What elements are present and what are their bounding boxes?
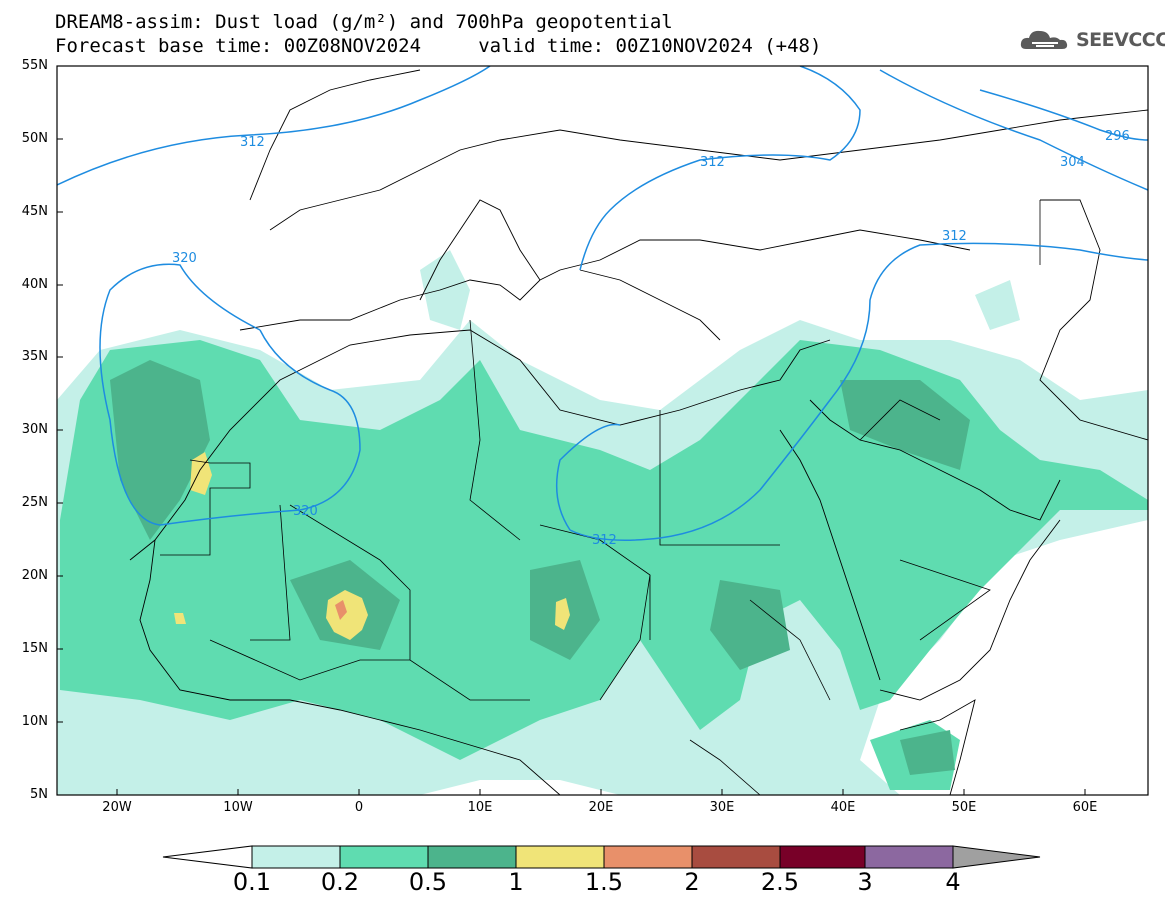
lat-label: 25N — [21, 495, 48, 510]
lon-label: 50E — [951, 800, 977, 815]
lon-label: 60E — [1072, 800, 1098, 815]
map-area: 312 320 320 312 312 312 304 296 — [57, 66, 1148, 795]
colorbar-swatch — [515, 845, 605, 869]
dust-shading-01b — [420, 250, 1020, 330]
dust-shading-05e — [840, 380, 970, 470]
map-subtitle: Forecast base time: 00Z08NOV2024 valid t… — [55, 35, 822, 57]
coastlines — [129, 69, 1148, 795]
lat-label: 50N — [21, 131, 48, 146]
contour-label-7: 304 — [1060, 155, 1085, 170]
colorbar-swatch — [779, 845, 866, 869]
lat-label: 55N — [21, 58, 48, 73]
contour-labels: 312 320 320 312 312 312 304 296 — [172, 129, 1130, 548]
map-title: DREAM8-assim: Dust load (g/m²) and 700hP… — [55, 11, 673, 33]
lon-label: 10E — [467, 800, 493, 815]
lat-label: 15N — [21, 641, 48, 656]
lon-label: 20W — [102, 800, 132, 815]
colorbar — [162, 845, 1041, 869]
dust-shading-1d — [174, 613, 186, 624]
dust-shading-05 — [110, 360, 210, 540]
contour-label-3: 320 — [293, 504, 318, 519]
colorbar-label: 1 — [508, 868, 524, 896]
logo-text: SEEVCCC — [1076, 29, 1165, 51]
axis-ticks — [57, 65, 1086, 795]
lat-label: 45N — [21, 204, 48, 219]
colorbar-label: 2.5 — [760, 868, 800, 896]
contour-label-4: 312 — [592, 533, 617, 548]
colorbar-label: 1.5 — [584, 868, 624, 896]
dust-shading-05d — [710, 580, 790, 670]
dust-shading-1b — [326, 590, 368, 640]
lon-label: 20E — [588, 800, 614, 815]
colorbar-label: 0.5 — [408, 868, 448, 896]
lon-label: 40E — [830, 800, 856, 815]
lat-label: 35N — [21, 349, 48, 364]
lon-label: 0 — [354, 800, 364, 815]
lat-label: 20N — [21, 568, 48, 583]
colorbar-swatch — [427, 845, 517, 869]
contour-label-1: 312 — [240, 135, 265, 150]
contour-label-2: 320 — [172, 251, 197, 266]
colorbar-swatch — [339, 845, 429, 869]
lon-label: 10W — [223, 800, 253, 815]
colorbar-label: 0.2 — [320, 868, 360, 896]
seevccc-logo: SEEVCCC — [1018, 27, 1165, 53]
cloud-icon — [1020, 30, 1068, 49]
lat-label: 30N — [21, 422, 48, 437]
colorbar-swatch — [691, 845, 781, 869]
geopotential-contours — [57, 66, 1148, 541]
colorbar-swatch — [603, 845, 693, 869]
contour-label-8: 296 — [1105, 129, 1130, 144]
dust-shading-15 — [335, 600, 347, 620]
lat-label: 40N — [21, 277, 48, 292]
dust-shading-02 — [60, 340, 1148, 760]
colorbar-high-arrow — [952, 845, 1041, 869]
colorbar-label: 4 — [945, 868, 961, 896]
lon-label: 30E — [709, 800, 735, 815]
colorbar-label: 2 — [684, 868, 700, 896]
lat-label: 10N — [21, 714, 48, 729]
country-borders — [160, 200, 1041, 795]
colorbar-swatch — [251, 845, 341, 869]
contour-label-6: 312 — [942, 229, 967, 244]
colorbar-swatch — [864, 845, 954, 869]
dust-shading-05f — [900, 730, 955, 775]
contour-label-5: 312 — [700, 155, 725, 170]
lat-label: 5N — [30, 787, 48, 802]
colorbar-low-arrow — [162, 845, 253, 869]
dust-shading-1c — [555, 598, 570, 630]
colorbar-label: 0.1 — [232, 868, 272, 896]
colorbar-label: 3 — [857, 868, 873, 896]
